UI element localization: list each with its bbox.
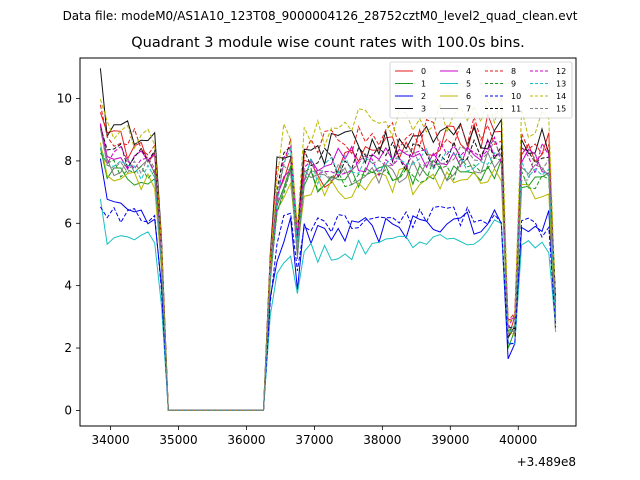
- series-line-13: [99, 146, 557, 411]
- legend-label: 6: [466, 92, 471, 101]
- series-line-5: [99, 198, 557, 411]
- series-line-2: [99, 158, 557, 411]
- y-tick-label: 8: [64, 154, 72, 168]
- x-axis: 34000 35000 36000 37000 38000 39000 40000: [91, 426, 537, 447]
- legend-label: 7: [466, 105, 471, 114]
- series-line-7: [99, 128, 557, 411]
- legend-label: 0: [421, 67, 426, 76]
- series-line-0: [99, 112, 557, 411]
- legend-label: 9: [511, 80, 516, 89]
- legend-label: 2: [421, 92, 426, 101]
- x-tick-label: 39000: [431, 433, 469, 447]
- legend-box: [389, 61, 573, 119]
- y-tick-label: 10: [57, 92, 72, 106]
- x-tick-label: 38000: [363, 433, 401, 447]
- legend-label: 12: [556, 67, 566, 76]
- plot-frame: [79, 57, 577, 427]
- y-tick-label: 4: [64, 279, 72, 293]
- y-axis: 0 2 4 6 8 10: [57, 92, 80, 417]
- legend-label: 15: [556, 105, 566, 114]
- series-line-15: [99, 128, 557, 411]
- legend-label: 1: [421, 80, 426, 89]
- x-tick-label: 35000: [159, 433, 197, 447]
- x-tick-label: 40000: [499, 433, 537, 447]
- y-tick-label: 2: [64, 341, 72, 355]
- chart-title: Quadrant 3 module wise count rates with …: [131, 35, 525, 51]
- x-tick-label: 34000: [91, 433, 129, 447]
- series-line-6: [99, 142, 557, 411]
- legend-label: 5: [466, 80, 471, 89]
- legend-label: 11: [511, 105, 521, 114]
- x-offset-label: +3.489e8: [517, 455, 576, 469]
- legend-label: 13: [556, 80, 566, 89]
- x-tick-label: 37000: [295, 433, 333, 447]
- x-tick-label: 36000: [227, 433, 265, 447]
- legend-label: 8: [511, 67, 516, 76]
- series-line-11: [99, 126, 557, 411]
- legend-label: 3: [421, 105, 426, 114]
- y-tick-label: 6: [64, 216, 72, 230]
- legend-label: 4: [466, 67, 471, 76]
- figure-suptitle: Data file: modeM0/AS1A10_123T08_90000041…: [62, 9, 578, 23]
- legend-label: 14: [556, 92, 566, 101]
- series-layer: [99, 68, 557, 411]
- series-line-10: [99, 205, 557, 411]
- y-tick-label: 0: [64, 403, 72, 417]
- legend-label: 10: [511, 92, 521, 101]
- series-line-9: [99, 152, 557, 411]
- series-line-3: [99, 68, 557, 411]
